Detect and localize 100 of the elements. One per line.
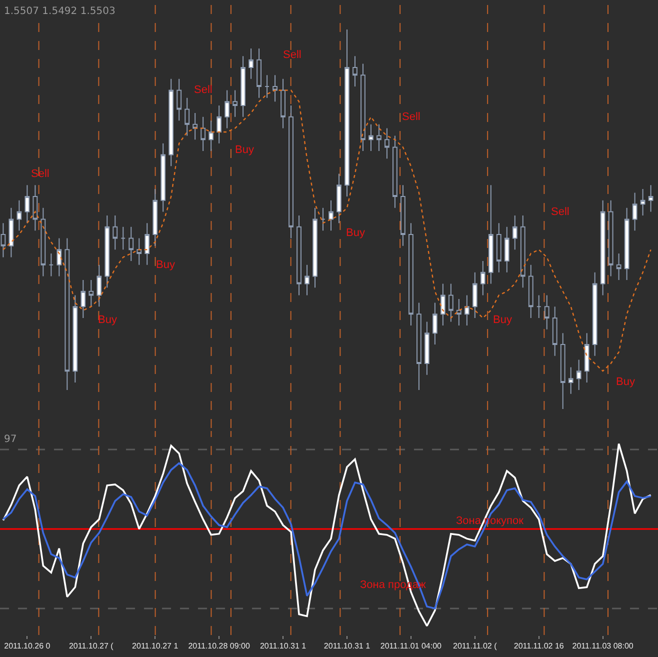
candlestick <box>400 184 406 246</box>
candlestick <box>32 184 38 232</box>
candlestick <box>40 207 46 277</box>
annotation: Buy <box>493 314 512 326</box>
candlestick <box>96 264 102 308</box>
candlestick <box>152 188 158 246</box>
candlestick <box>184 97 190 136</box>
candlestick <box>368 124 374 152</box>
candlestick <box>8 207 14 258</box>
candlestick <box>144 222 150 266</box>
candlestick <box>216 104 222 144</box>
candlestick <box>632 192 638 232</box>
candlestick <box>328 200 334 232</box>
candlestick <box>456 298 462 326</box>
candlestick <box>232 90 238 118</box>
candlestick <box>584 332 590 383</box>
candlestick <box>272 74 278 102</box>
text: 1.5507 1.5492 1.5503 <box>4 6 116 17</box>
x-tick-label: 2011.10.26 0 <box>4 642 51 651</box>
candlestick <box>416 302 422 391</box>
annotation: Sell <box>31 168 50 180</box>
candlestick <box>200 116 206 152</box>
candlestick <box>624 207 630 281</box>
candlestick <box>424 321 430 376</box>
x-tick-label: 2011.11.03 08:00 <box>572 642 634 651</box>
candlestick <box>64 238 70 391</box>
annotation: Sell <box>402 111 420 123</box>
candlestick <box>168 78 174 167</box>
candlestick <box>560 332 566 410</box>
x-tick-label: 2011.10.27 ( <box>68 642 114 651</box>
candlestick <box>48 252 54 277</box>
candlestick <box>600 200 606 296</box>
candlestick <box>528 264 534 318</box>
annotation: Buy <box>346 227 366 239</box>
candlestick <box>552 306 558 356</box>
candlestick <box>248 48 254 80</box>
candlestick <box>408 222 414 326</box>
x-tick-label: 2011.10.31 1 <box>260 642 307 651</box>
candlestick <box>264 74 270 98</box>
candlestick <box>440 283 446 326</box>
annotation: Sell <box>551 206 570 218</box>
candlestick <box>312 207 318 288</box>
candlestick <box>376 124 382 152</box>
candlestick <box>240 56 246 118</box>
candlestick <box>104 215 110 288</box>
candlestick <box>56 238 62 277</box>
candlestick <box>192 112 198 140</box>
candlestick <box>480 260 486 296</box>
candlestick <box>384 128 390 160</box>
candlestick <box>472 272 478 318</box>
annotation: Sell <box>194 84 212 96</box>
candlestick <box>608 200 614 277</box>
candlestick <box>256 48 262 98</box>
candlestick <box>120 226 126 250</box>
candlestick <box>392 135 398 208</box>
annotation: Buy <box>616 376 636 388</box>
annotation: Buy <box>235 144 254 156</box>
x-tick-label: 2011.10.28 09:00 <box>188 642 250 651</box>
candlestick <box>568 366 574 394</box>
candlestick <box>448 283 454 322</box>
annotation: 97 <box>4 434 17 445</box>
candlestick <box>432 302 438 346</box>
candlestick <box>136 238 142 266</box>
candlestick <box>224 90 230 129</box>
candlestick <box>512 215 518 250</box>
candlestick <box>16 200 22 232</box>
x-tick-label: 2011.11.01 04:00 <box>380 642 442 651</box>
candlestick <box>496 222 502 273</box>
candlestick <box>280 78 286 129</box>
candlestick <box>80 280 86 318</box>
candlestick <box>360 63 366 152</box>
candlestick <box>24 184 30 224</box>
annotation: Buy <box>156 259 176 271</box>
candlestick <box>320 207 326 232</box>
candlestick <box>640 188 646 216</box>
candlestick <box>536 294 542 318</box>
candlestick <box>304 264 310 296</box>
x-tick-label: 2011.10.27 1 <box>132 642 179 651</box>
candlestick <box>208 120 214 152</box>
x-tick-label: 2011.10.31 1 <box>324 642 371 651</box>
annotation: Buy <box>98 314 118 326</box>
candlestick <box>112 215 118 250</box>
candlestick <box>488 184 494 284</box>
candlestick <box>344 29 350 198</box>
x-tick-label: 2011.11.02 ( <box>453 642 498 651</box>
candlestick <box>544 294 550 330</box>
candlestick <box>160 142 166 212</box>
candlestick <box>648 184 654 212</box>
x-tick-label: 2011.11.02 16 <box>514 642 564 651</box>
candlestick <box>504 226 510 273</box>
candlestick <box>88 280 94 308</box>
candlestick <box>296 215 302 296</box>
candlestick <box>520 215 526 288</box>
candlestick <box>616 252 622 281</box>
candlestick <box>176 78 182 122</box>
candlestick <box>576 359 582 391</box>
candlestick <box>464 294 470 326</box>
candlestick <box>352 56 358 87</box>
candlestick <box>592 272 598 356</box>
candlestick <box>72 294 78 383</box>
